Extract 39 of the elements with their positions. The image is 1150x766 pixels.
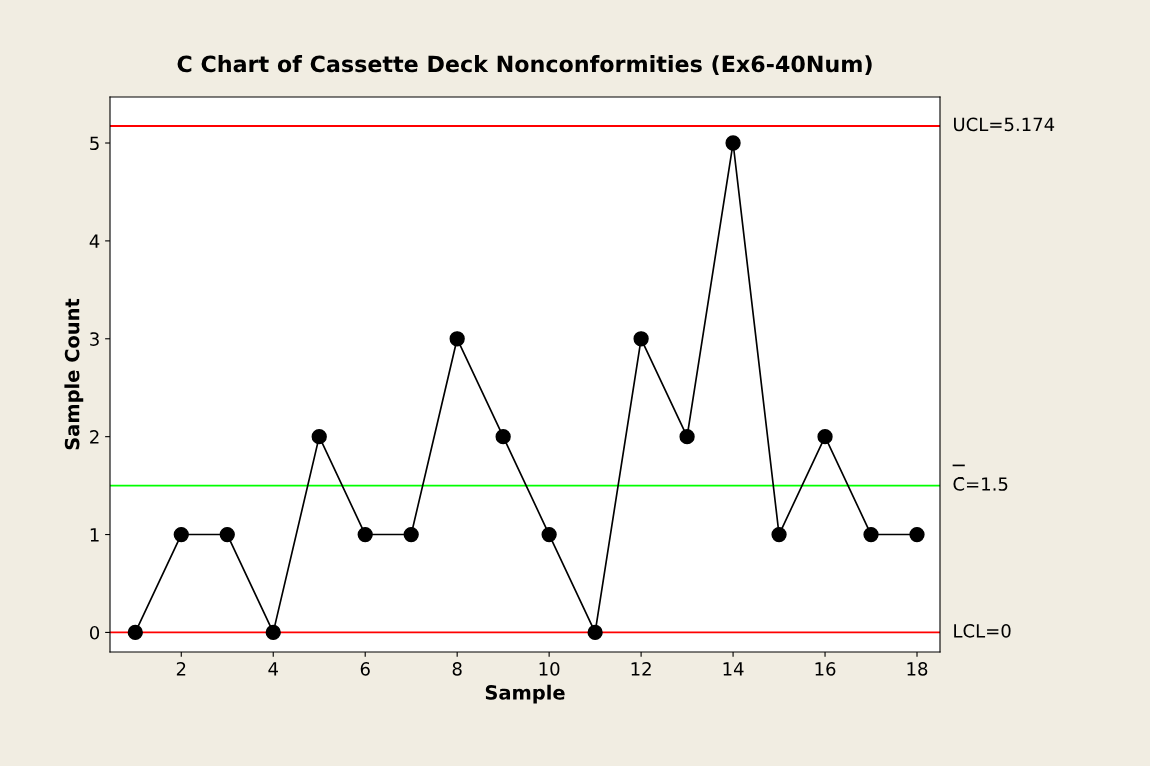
point — [771, 526, 787, 543]
ref-line-label: LCL=0 — [954, 624, 1011, 638]
chart-title: C Chart of Cassette Deck Nonconformities (Ex6-40Num) — [177, 55, 872, 75]
point — [449, 331, 465, 347]
x-tick-label: 18 — [907, 662, 928, 676]
y-tick-label: 2 — [90, 430, 99, 444]
x-tick-label: 16 — [815, 662, 836, 676]
y-tick-label: 5 — [90, 136, 99, 151]
point — [173, 526, 189, 543]
x-tick-label: 4 — [268, 662, 278, 676]
x-tick-label: 6 — [360, 662, 370, 676]
point — [633, 331, 649, 347]
x-tick-label: 14 — [723, 662, 744, 676]
point — [403, 526, 419, 543]
x-tick-label: 8 — [452, 662, 462, 676]
x-tick-label: 12 — [631, 662, 651, 676]
point — [265, 624, 281, 641]
point — [495, 429, 511, 445]
ref-line-label: C̄=1.5 — [953, 477, 1008, 491]
x-axis-title: Sample — [485, 684, 565, 704]
x-tick-label: 2 — [176, 662, 186, 676]
y-axis-title: Sample Count — [64, 298, 84, 450]
point — [679, 429, 695, 445]
point — [909, 526, 925, 543]
y-tick-label: 3 — [90, 332, 99, 346]
point — [311, 429, 327, 445]
point — [219, 526, 235, 543]
point — [587, 624, 603, 641]
point — [725, 135, 741, 151]
y-tick-label: 4 — [89, 234, 100, 248]
point — [357, 526, 373, 543]
ref-line-label: UCL=5.174 — [954, 117, 1055, 132]
y-tick-label: 1 — [90, 528, 99, 542]
point — [817, 429, 833, 445]
x-tick-label: 10 — [539, 662, 560, 676]
y-tick-label: 0 — [89, 625, 100, 640]
point — [127, 624, 143, 641]
point — [541, 526, 557, 543]
point — [863, 526, 879, 543]
